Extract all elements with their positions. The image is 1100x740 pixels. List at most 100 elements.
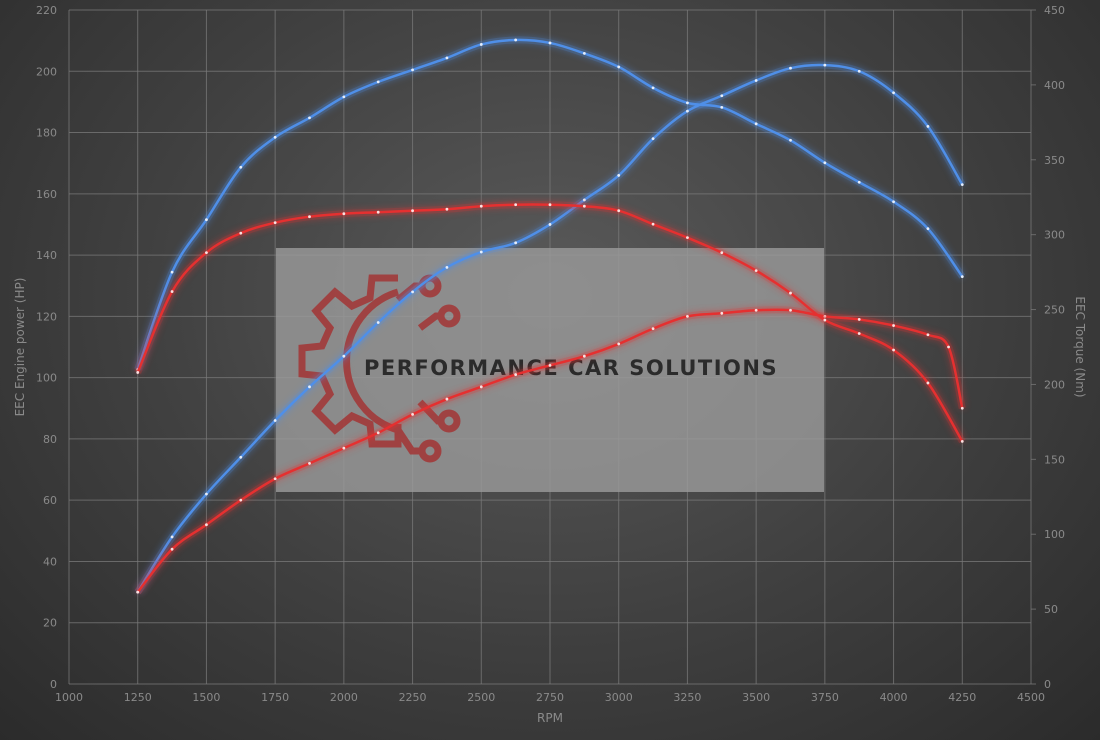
data-point <box>926 333 930 337</box>
data-point <box>273 419 277 422</box>
data-point <box>754 122 758 126</box>
data-point <box>514 241 518 245</box>
data-point <box>308 462 311 465</box>
data-point <box>960 275 964 279</box>
data-point <box>789 308 792 312</box>
data-point <box>445 207 449 211</box>
x-tick-label: 3500 <box>742 691 770 704</box>
data-point <box>582 198 586 202</box>
y-right-tick-label: 50 <box>1044 603 1058 616</box>
data-point <box>651 137 655 141</box>
x-tick-label: 4500 <box>1017 691 1045 704</box>
x-tick-label: 4250 <box>948 691 976 704</box>
data-point <box>136 590 140 594</box>
axes: RPM EEC Engine power (HP) EEC Torque (Nm… <box>13 4 1087 725</box>
data-point <box>617 342 621 346</box>
data-point <box>926 227 930 231</box>
y-right-tick-label: 350 <box>1044 154 1065 167</box>
data-point <box>170 270 174 274</box>
data-point <box>411 209 414 213</box>
x-tick-label: 2250 <box>399 691 427 704</box>
data-point <box>686 236 689 240</box>
data-point <box>445 397 449 401</box>
data-point <box>308 116 311 120</box>
y-left-tick-label: 20 <box>43 617 57 630</box>
data-point <box>720 94 724 98</box>
data-point <box>857 180 861 184</box>
data-point <box>411 413 414 416</box>
data-point <box>582 354 586 358</box>
data-point <box>479 250 483 254</box>
data-point <box>754 79 758 82</box>
data-point <box>857 332 861 335</box>
data-point <box>892 324 895 327</box>
data-point <box>376 210 380 214</box>
data-point <box>582 52 586 55</box>
data-point <box>617 65 621 69</box>
data-point <box>754 269 758 273</box>
data-point <box>960 439 964 443</box>
data-point <box>892 348 895 352</box>
y-left-tick-label: 220 <box>36 4 57 17</box>
y-left-tick-label: 160 <box>36 188 57 201</box>
data-point <box>205 251 208 255</box>
data-point <box>479 385 483 389</box>
data-point <box>273 477 277 481</box>
y-right-tick-label: 200 <box>1044 378 1065 391</box>
x-tick-label: 1000 <box>55 691 83 704</box>
data-point <box>273 135 277 139</box>
x-tick-label: 2000 <box>330 691 358 704</box>
data-point <box>136 371 140 374</box>
data-point <box>342 446 346 450</box>
data-point <box>205 218 208 222</box>
y-left-tick-label: 100 <box>36 372 57 385</box>
data-point <box>479 43 483 46</box>
data-point <box>892 200 895 204</box>
y-right-tick-label: 100 <box>1044 528 1065 541</box>
series-2 <box>134 306 966 595</box>
data-point <box>514 38 518 42</box>
data-point <box>342 95 346 99</box>
y-right-tick-label: 400 <box>1044 79 1065 92</box>
data-point <box>686 101 689 105</box>
x-axis-label: RPM <box>537 711 563 725</box>
data-point <box>960 183 964 187</box>
data-point <box>411 68 414 72</box>
data-point <box>170 535 174 539</box>
data-point <box>582 204 586 208</box>
data-point <box>548 203 552 207</box>
data-point <box>651 222 655 226</box>
x-tick-label: 2750 <box>536 691 564 704</box>
data-point <box>617 209 621 213</box>
series-3 <box>134 36 966 371</box>
series-1 <box>134 61 966 594</box>
data-point <box>445 265 449 269</box>
watermark-panel <box>276 248 824 492</box>
data-point <box>342 212 346 216</box>
data-point <box>720 105 724 109</box>
data-point <box>789 291 792 295</box>
data-point <box>720 311 724 315</box>
y-left-tick-label: 120 <box>36 310 57 323</box>
data-point <box>376 431 380 435</box>
data-point <box>548 223 552 226</box>
data-point <box>342 354 346 358</box>
data-point <box>720 251 724 255</box>
y-right-tick-label: 450 <box>1044 4 1065 17</box>
data-point <box>823 318 827 322</box>
data-point <box>926 125 930 128</box>
data-point <box>617 174 621 177</box>
data-point <box>239 231 243 235</box>
y-right-axis-label: EEC Torque (Nm) <box>1073 296 1087 397</box>
data-point <box>892 91 895 95</box>
data-point <box>754 308 758 312</box>
data-point <box>239 498 243 502</box>
data-point <box>514 373 518 376</box>
data-point <box>445 56 449 60</box>
data-point <box>651 86 655 90</box>
y-right-tick-label: 250 <box>1044 304 1065 317</box>
data-point <box>960 406 964 410</box>
y-left-tick-label: 60 <box>43 494 57 507</box>
data-point <box>273 221 277 225</box>
